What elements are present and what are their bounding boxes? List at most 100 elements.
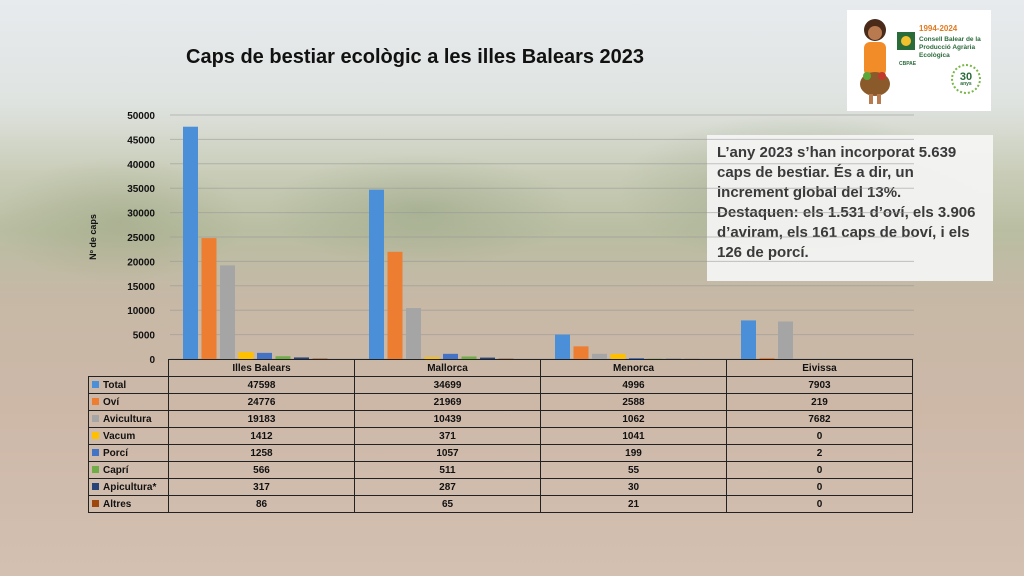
series-label: Altres — [88, 495, 169, 513]
value-cell: 1057 — [354, 444, 541, 462]
y-axis-label: Nº de caps — [88, 214, 98, 260]
category-header: Mallorca — [354, 359, 541, 377]
value-cell: 1258 — [168, 444, 355, 462]
logo: 1994-2024 Consell Balear de la Producció… — [847, 10, 991, 111]
y-tick-label: 50000 — [127, 111, 155, 122]
logo-org-line2: Producció Agrària — [919, 44, 976, 51]
value-cell: 4996 — [540, 376, 727, 394]
bar-porcí-2 — [629, 358, 644, 359]
category-header: Menorca — [540, 359, 727, 377]
bar-oví-2 — [573, 346, 589, 359]
category-header: Illes Balears — [168, 359, 355, 377]
value-cell: 10439 — [354, 410, 541, 428]
table-row: Caprí 566 511 55 0 — [88, 461, 913, 479]
category-header: Eivissa — [726, 359, 913, 377]
bar-avicultura-2 — [592, 353, 607, 359]
series-name: Total — [103, 379, 127, 391]
legend-swatch — [92, 449, 99, 457]
value-cell: 65 — [354, 495, 541, 513]
bar-oví-1 — [387, 251, 403, 359]
logo-acronym: CBPAE — [899, 61, 917, 67]
value-cell: 566 — [168, 461, 355, 479]
table-header-row: Illes Balears Mallorca Menorca Eivissa — [89, 359, 913, 377]
y-tick-label: 0 — [149, 355, 155, 366]
value-cell: 21969 — [354, 393, 541, 411]
y-tick-label: 40000 — [127, 160, 155, 171]
value-cell: 0 — [726, 478, 913, 496]
series-name: Caprí — [103, 464, 129, 476]
bar-avicultura-3 — [778, 321, 793, 359]
page-title: Caps de bestiar ecològic a les illes Bal… — [186, 46, 645, 68]
legend-swatch — [92, 381, 99, 389]
badge-text: anys — [960, 81, 972, 87]
y-tick-label: 5000 — [133, 331, 156, 342]
value-cell: 0 — [726, 495, 913, 513]
value-cell: 19183 — [168, 410, 355, 428]
series-name: Porcí — [103, 447, 129, 459]
y-tick-label: 35000 — [127, 184, 155, 195]
series-label: Vacum — [88, 427, 169, 445]
bar-vacum-1 — [424, 357, 440, 359]
y-tick-label: 15000 — [127, 282, 155, 293]
value-cell: 219 — [726, 393, 913, 411]
table-row: Altres 86 65 21 0 — [88, 495, 913, 513]
table-row: Total 47598 34699 4996 7903 — [88, 376, 913, 394]
value-cell: 317 — [168, 478, 355, 496]
y-tick-label: 10000 — [127, 306, 155, 317]
value-cell: 86 — [168, 495, 355, 513]
bar-porcí-1 — [443, 353, 458, 359]
value-cell: 30 — [540, 478, 727, 496]
anniversary-badge: 30 anys — [951, 64, 981, 94]
data-table: Illes Balears Mallorca Menorca Eivissa Tota… — [88, 359, 913, 513]
bar-total-1 — [369, 189, 384, 359]
series-label: Oví — [88, 393, 169, 411]
table-row: Porcí 1258 1057 199 2 — [88, 444, 913, 462]
logo-org-line3: Ecològica — [919, 52, 950, 59]
series-label: Total — [88, 376, 169, 394]
value-cell: 34699 — [354, 376, 541, 394]
bar-apicultura-1 — [480, 357, 495, 359]
logo-org-line1: Consell Balear de la — [919, 36, 981, 43]
legend-swatch — [92, 483, 99, 491]
value-cell: 7682 — [726, 410, 913, 428]
table-row: Oví 24776 21969 2588 219 — [88, 393, 913, 411]
table-row: Apicultura* 317 287 30 0 — [88, 478, 913, 496]
legend-swatch — [92, 398, 99, 406]
legend-swatch — [92, 466, 99, 474]
badge-number: 30 — [959, 71, 973, 83]
bar-caprí-0 — [275, 356, 291, 359]
bar-vacum-2 — [610, 353, 626, 359]
y-tick-label: 30000 — [127, 209, 155, 220]
value-cell: 371 — [354, 427, 541, 445]
series-label: Apicultura* — [88, 478, 169, 496]
table-corner — [89, 360, 169, 377]
legend-swatch — [92, 432, 99, 440]
table-row: Vacum 1412 371 1041 0 — [88, 427, 913, 445]
bar-porcí-0 — [257, 352, 272, 359]
value-cell: 2 — [726, 444, 913, 462]
y-tick-label: 20000 — [127, 257, 155, 268]
series-label: Caprí — [88, 461, 169, 479]
bar-total-3 — [741, 320, 756, 359]
bar-vacum-0 — [238, 352, 254, 359]
legend-swatch — [92, 500, 99, 508]
value-cell: 2588 — [540, 393, 727, 411]
value-cell: 55 — [540, 461, 727, 479]
series-name: Oví — [103, 396, 120, 408]
value-cell: 21 — [540, 495, 727, 513]
series-name: Altres — [103, 498, 132, 510]
series-label: Avicultura — [88, 410, 169, 428]
value-cell: 0 — [726, 427, 913, 445]
value-cell: 199 — [540, 444, 727, 462]
bar-avicultura-1 — [406, 308, 421, 359]
series-name: Apicultura* — [103, 481, 157, 493]
bar-total-2 — [555, 334, 570, 359]
value-cell: 7903 — [726, 376, 913, 394]
bar-caprí-1 — [461, 356, 477, 359]
value-cell: 511 — [354, 461, 541, 479]
bar-total-0 — [183, 126, 198, 359]
series-label: Porcí — [88, 444, 169, 462]
bar-oví-3 — [759, 357, 775, 359]
legend-swatch — [92, 415, 99, 423]
